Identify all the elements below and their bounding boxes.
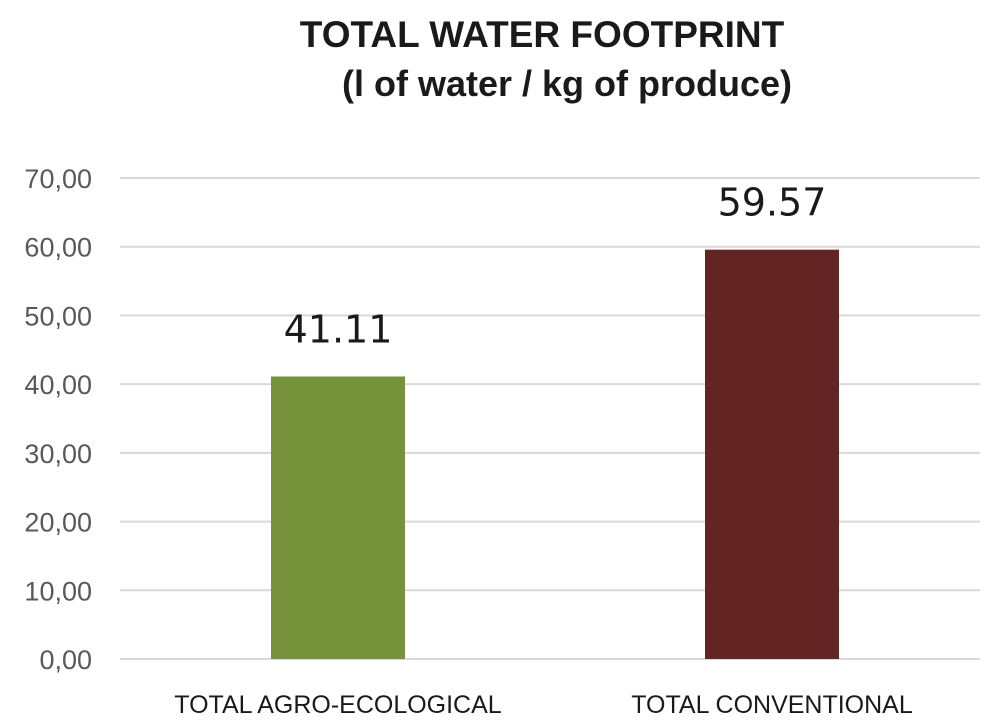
y-tick-label: 70,00 [24, 164, 92, 194]
y-tick-label: 10,00 [24, 576, 92, 606]
chart-subtitle: (l of water / kg of produce) [342, 63, 792, 104]
data-label: 41.11 [284, 308, 393, 352]
y-tick-label: 40,00 [24, 370, 92, 400]
gridlines [120, 177, 980, 660]
bar [271, 376, 405, 659]
y-axis-ticks: 0,00 10,00 20,00 30,00 40,00 50,00 60,00 70,00 [24, 164, 92, 675]
y-tick-label: 30,00 [24, 439, 92, 469]
y-tick-label: 50,00 [24, 301, 92, 331]
chart-title: TOTAL WATER FOOTPRINT [300, 14, 785, 55]
x-tick-label: TOTAL CONVENTIONAL [631, 691, 913, 719]
data-labels: 41.11 59.57 [284, 181, 827, 352]
x-tick-label: TOTAL AGRO-ECOLOGICAL [174, 691, 501, 719]
y-tick-label: 60,00 [24, 233, 92, 263]
y-tick-label: 0,00 [39, 645, 92, 675]
x-axis-labels: TOTAL AGRO-ECOLOGICAL TOTAL CONVENTIONAL [174, 691, 913, 719]
y-tick-label: 20,00 [24, 508, 92, 538]
data-label: 59.57 [718, 181, 827, 225]
bars [271, 249, 839, 659]
bar [705, 249, 839, 659]
